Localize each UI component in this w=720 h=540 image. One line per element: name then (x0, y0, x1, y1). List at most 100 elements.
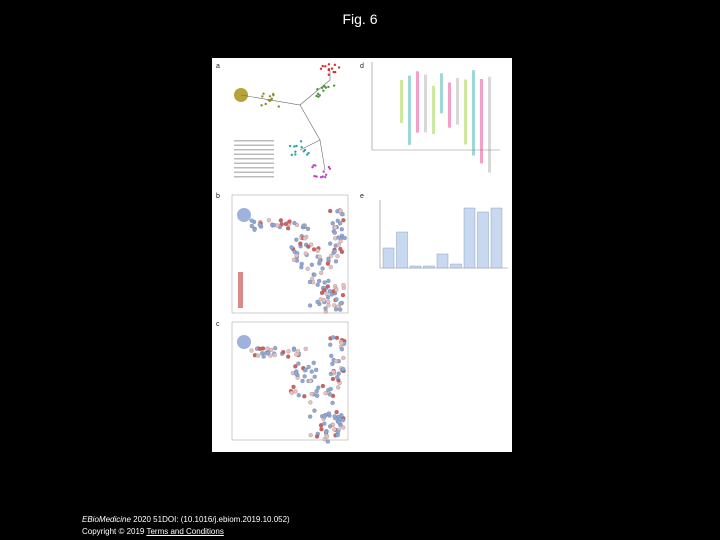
artwork (273, 346, 278, 351)
artwork (317, 278, 322, 284)
artwork (339, 301, 344, 306)
artwork (286, 226, 291, 231)
panel-label: a (216, 63, 220, 70)
artwork (321, 175, 324, 178)
artwork (308, 414, 313, 419)
artwork (333, 225, 338, 230)
artwork (294, 253, 299, 258)
artwork (291, 384, 296, 389)
artwork (323, 85, 326, 88)
copyright: Copyright © 2019 (82, 527, 147, 536)
artwork (409, 265, 422, 269)
footer: EBioMedicine 2020 51DOI: (10.1016/j.ebio… (82, 514, 290, 538)
artwork (268, 347, 274, 353)
artwork (317, 254, 322, 259)
artwork (342, 235, 347, 241)
artwork (231, 194, 349, 314)
artwork (334, 335, 340, 340)
artwork (311, 165, 314, 169)
artwork (464, 79, 467, 145)
artwork (257, 346, 263, 351)
artwork (339, 227, 344, 232)
artwork (288, 144, 292, 148)
artwork (337, 66, 341, 69)
artwork (330, 400, 335, 405)
artwork (320, 266, 325, 271)
artwork (314, 389, 319, 394)
artwork (296, 393, 301, 398)
artwork (480, 79, 483, 164)
artwork (287, 219, 292, 224)
artwork (262, 92, 265, 95)
artwork (307, 151, 310, 155)
artwork (312, 164, 315, 167)
artwork (320, 383, 325, 389)
artwork (255, 353, 261, 358)
artwork (400, 79, 403, 124)
artwork (294, 153, 297, 156)
artwork (327, 165, 331, 169)
artwork (234, 140, 274, 142)
artwork (341, 218, 346, 223)
artwork (423, 265, 435, 269)
artwork (328, 386, 333, 392)
artwork (327, 73, 330, 76)
artwork (270, 98, 273, 102)
artwork (456, 78, 459, 125)
artwork (336, 371, 341, 376)
artwork (252, 227, 257, 232)
artwork (326, 256, 331, 261)
panel-label: e (360, 193, 364, 200)
journal: EBioMedicine (82, 515, 131, 524)
artwork (303, 346, 308, 351)
artwork (313, 174, 316, 178)
artwork (416, 71, 419, 133)
artwork (332, 84, 336, 87)
artwork (339, 341, 344, 346)
artwork (302, 394, 307, 399)
artwork (291, 257, 297, 262)
artwork (322, 421, 327, 426)
artwork (333, 259, 339, 264)
artwork (333, 359, 339, 364)
figure: a b c d e (212, 58, 512, 452)
artwork (296, 361, 301, 366)
artwork (300, 378, 305, 384)
artwork (234, 153, 274, 155)
terms-link[interactable]: Terms and Conditions (146, 527, 224, 536)
artwork (321, 64, 324, 68)
artwork (305, 226, 311, 231)
artwork (301, 223, 306, 228)
artwork (490, 207, 503, 269)
artwork (319, 427, 324, 432)
artwork (332, 249, 337, 254)
artwork (309, 276, 315, 281)
artwork (336, 242, 341, 247)
artwork (234, 149, 274, 151)
artwork (302, 150, 305, 153)
artwork (308, 400, 313, 405)
artwork (328, 342, 333, 347)
artwork (249, 223, 254, 229)
artwork (319, 270, 324, 276)
artwork (267, 98, 271, 102)
artwork (341, 283, 346, 288)
artwork (234, 167, 274, 169)
citation-line: EBioMedicine 2020 51DOI: (10.1016/j.ebio… (82, 514, 290, 526)
artwork (295, 349, 301, 354)
artwork (324, 434, 330, 439)
artwork (320, 86, 324, 90)
artwork (293, 389, 298, 394)
artwork (302, 236, 307, 241)
artwork (293, 371, 298, 376)
artwork (330, 221, 335, 226)
artwork (463, 207, 476, 269)
artwork (278, 218, 283, 223)
artwork (424, 74, 427, 133)
artwork (249, 348, 254, 353)
figure-artwork (231, 62, 508, 444)
artwork (272, 94, 275, 97)
artwork (312, 408, 317, 413)
slide-title: Fig. 6 (342, 11, 378, 27)
